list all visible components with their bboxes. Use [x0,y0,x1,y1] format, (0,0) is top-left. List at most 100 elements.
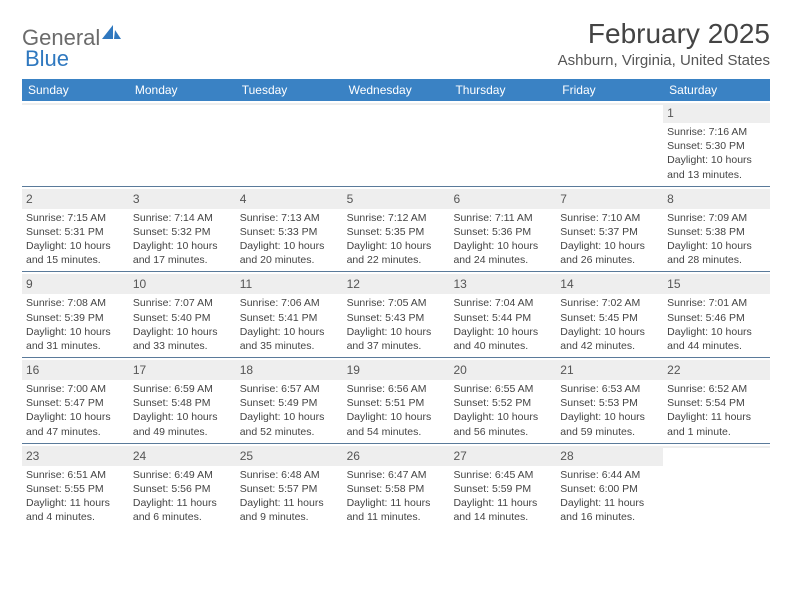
day-number-bar: 6 [449,189,556,209]
sunrise-text: Sunrise: 7:02 AM [560,296,659,310]
daylight-text: Daylight: 10 hours [26,239,125,253]
sunset-text: Sunset: 5:33 PM [240,225,339,239]
daylight-text: and 56 minutes. [453,425,552,439]
daylight-text: Daylight: 11 hours [560,496,659,510]
day-cell [343,101,450,186]
daylight-text: and 9 minutes. [240,510,339,524]
day-number: 26 [347,449,360,463]
day-number: 24 [133,449,146,463]
day-number-bar: 5 [343,189,450,209]
sunset-text: Sunset: 5:58 PM [347,482,446,496]
day-number: 18 [240,363,253,377]
day-number: 27 [453,449,466,463]
sunset-text: Sunset: 5:31 PM [26,225,125,239]
daylight-text: and 4 minutes. [26,510,125,524]
day-number-bar [556,103,663,105]
sunset-text: Sunset: 5:40 PM [133,311,232,325]
day-cell: 9Sunrise: 7:08 AMSunset: 5:39 PMDaylight… [22,272,129,357]
sunrise-text: Sunrise: 6:44 AM [560,468,659,482]
daylight-text: and 31 minutes. [26,339,125,353]
day-number-bar: 16 [22,360,129,380]
day-cell: 5Sunrise: 7:12 AMSunset: 5:35 PMDaylight… [343,187,450,272]
sunrise-text: Sunrise: 6:57 AM [240,382,339,396]
daylight-text: Daylight: 10 hours [560,410,659,424]
day-cell: 14Sunrise: 7:02 AMSunset: 5:45 PMDayligh… [556,272,663,357]
day-cell [663,444,770,529]
day-cell: 8Sunrise: 7:09 AMSunset: 5:38 PMDaylight… [663,187,770,272]
week-row: 9Sunrise: 7:08 AMSunset: 5:39 PMDaylight… [22,272,770,358]
day-cell: 4 Sunrise: 7:13 AMSunset: 5:33 PMDaylight… [236,187,343,272]
weekday-header: Wednesday [343,79,450,101]
sunrise-text: Sunrise: 7:10 AM [560,211,659,225]
week-row: 23Sunrise: 6:51 AMSunset: 5:55 PMDayligh… [22,444,770,529]
day-number: 3 [133,192,140,206]
daylight-text: Daylight: 10 hours [133,239,232,253]
daylight-text: Daylight: 11 hours [667,410,766,424]
daylight-text: Daylight: 10 hours [347,325,446,339]
day-cell: 28Sunrise: 6:44 AMSunset: 6:00 PMDayligh… [556,444,663,529]
day-number-bar [129,103,236,105]
daylight-text: Daylight: 11 hours [347,496,446,510]
sunrise-text: Sunrise: 6:56 AM [347,382,446,396]
page-header: General February 2025 Ashburn, Virginia,… [22,18,770,69]
daylight-text: and 13 minutes. [667,168,766,182]
daylight-text: and 1 minute. [667,425,766,439]
daylight-text: and 28 minutes. [667,253,766,267]
day-number: 21 [560,363,573,377]
day-cell: 27Sunrise: 6:45 AMSunset: 5:59 PMDayligh… [449,444,556,529]
day-cell: 25Sunrise: 6:48 AMSunset: 5:57 PMDayligh… [236,444,343,529]
day-cell [449,101,556,186]
sunrise-text: Sunrise: 6:48 AM [240,468,339,482]
day-cell: 22Sunrise: 6:52 AMSunset: 5:54 PMDayligh… [663,358,770,443]
day-number-bar: 27 [449,446,556,466]
daylight-text: and 26 minutes. [560,253,659,267]
sunrise-text: Sunrise: 6:53 AM [560,382,659,396]
page-title: February 2025 [558,18,770,50]
day-number-bar: 23 [22,446,129,466]
daylight-text: Daylight: 10 hours [453,410,552,424]
day-cell: 3Sunrise: 7:14 AMSunset: 5:32 PMDaylight… [129,187,236,272]
day-number: 7 [560,192,567,206]
sunset-text: Sunset: 5:35 PM [347,225,446,239]
daylight-text: and 47 minutes. [26,425,125,439]
sunrise-text: Sunrise: 6:49 AM [133,468,232,482]
sunset-text: Sunset: 5:57 PM [240,482,339,496]
sunrise-text: Sunrise: 7:06 AM [240,296,339,310]
weekday-header: Sunday [22,79,129,101]
day-cell: 26Sunrise: 6:47 AMSunset: 5:58 PMDayligh… [343,444,450,529]
daylight-text: and 24 minutes. [453,253,552,267]
sunset-text: Sunset: 5:32 PM [133,225,232,239]
daylight-text: and 11 minutes. [347,510,446,524]
daylight-text: Daylight: 10 hours [667,239,766,253]
day-number-bar: 21 [556,360,663,380]
day-cell: 13Sunrise: 7:04 AMSunset: 5:44 PMDayligh… [449,272,556,357]
day-cell: 21Sunrise: 6:53 AMSunset: 5:53 PMDayligh… [556,358,663,443]
day-cell: 15Sunrise: 7:01 AMSunset: 5:46 PMDayligh… [663,272,770,357]
day-number: 12 [347,277,360,291]
day-number: 19 [347,363,360,377]
daylight-text: and 42 minutes. [560,339,659,353]
day-number: 8 [667,192,674,206]
day-number-bar: 4 [236,189,343,209]
weekday-header: Friday [556,79,663,101]
weekday-header: Thursday [449,79,556,101]
daylight-text: Daylight: 10 hours [560,239,659,253]
logo-sail-icon [102,24,122,45]
daylight-text: Daylight: 10 hours [240,239,339,253]
sunrise-text: Sunrise: 7:13 AM [240,211,339,225]
day-number-bar: 9 [22,274,129,294]
daylight-text: Daylight: 10 hours [240,325,339,339]
sunset-text: Sunset: 5:43 PM [347,311,446,325]
day-number-bar: 2 [22,189,129,209]
day-cell: 2Sunrise: 7:15 AMSunset: 5:31 PMDaylight… [22,187,129,272]
day-number: 15 [667,277,680,291]
day-cell: 10Sunrise: 7:07 AMSunset: 5:40 PMDayligh… [129,272,236,357]
day-number: 16 [26,363,39,377]
day-number-bar: 24 [129,446,236,466]
week-row: 1Sunrise: 7:16 AMSunset: 5:30 PMDaylight… [22,101,770,187]
day-number: 25 [240,449,253,463]
weeks-container: 1Sunrise: 7:16 AMSunset: 5:30 PMDaylight… [22,101,770,528]
daylight-text: and 17 minutes. [133,253,232,267]
day-number: 23 [26,449,39,463]
daylight-text: and 44 minutes. [667,339,766,353]
